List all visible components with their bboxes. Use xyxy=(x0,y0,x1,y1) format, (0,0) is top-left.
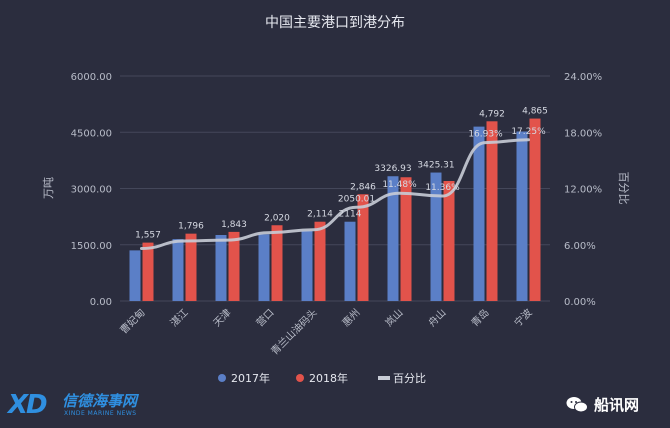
bar-2018 xyxy=(443,181,455,301)
bar-2018 xyxy=(357,194,369,301)
wechat-name: 船讯网 xyxy=(594,396,640,414)
logo-mark: XD xyxy=(8,390,48,420)
bar-2017 xyxy=(516,131,528,301)
data-label: 4,865 xyxy=(522,107,548,117)
bar-2017 xyxy=(473,126,485,301)
bar-2018 xyxy=(185,233,197,301)
y2-tick-label: 0.00% xyxy=(564,297,596,308)
line-label: 2050.01 xyxy=(338,194,375,204)
bar-2018 xyxy=(486,121,498,301)
data-label: 2,020 xyxy=(264,213,290,223)
data-label: 3425.31 xyxy=(417,161,454,171)
data-label: 2,114 xyxy=(307,210,333,220)
bar-2018 xyxy=(228,231,240,301)
y2-tick-label: 6.00% xyxy=(564,241,596,252)
legend-swatch xyxy=(296,374,304,382)
y-axis-label: 万吨 xyxy=(42,177,55,199)
wechat-icon xyxy=(566,397,588,413)
watermark-logo: XD 信德海事网 XINDE MARINE NEWS xyxy=(8,388,178,424)
bar-2017 xyxy=(301,230,313,301)
bar-2017 xyxy=(344,221,356,301)
data-label: 1,843 xyxy=(221,220,247,230)
bar-2017 xyxy=(129,250,141,301)
data-label: 2114 xyxy=(339,210,362,220)
y-tick-label: 0.00 xyxy=(90,297,112,308)
wechat-badge: 船讯网 xyxy=(566,392,666,420)
line-label: 16.93% xyxy=(468,130,503,140)
y2-tick-label: 18.00% xyxy=(564,128,602,139)
bar-2017 xyxy=(258,234,270,301)
logo-en: XINDE MARINE NEWS xyxy=(64,410,137,417)
data-label: 1,557 xyxy=(135,231,161,241)
x-tick-label: 湛江 xyxy=(168,307,191,330)
y2-tick-label: 12.00% xyxy=(564,185,602,196)
y-tick-label: 1500.00 xyxy=(71,241,112,252)
x-tick-label: 天津 xyxy=(211,307,234,330)
x-tick-label: 青兰山油码头 xyxy=(268,306,320,358)
line-label: 11.48% xyxy=(382,180,417,190)
logo-cn: 信德海事网 xyxy=(62,392,138,410)
x-tick-label: 营口 xyxy=(253,306,276,329)
x-tick-label: 岚山 xyxy=(383,307,406,330)
bar-2017 xyxy=(215,235,227,301)
percent-line xyxy=(140,138,530,250)
bar-2018 xyxy=(529,118,541,301)
line-label: 17.25% xyxy=(511,127,546,137)
y-tick-label: 6000.00 xyxy=(71,72,112,83)
legend-label: 2017年 xyxy=(231,371,270,385)
x-tick-label: 惠州 xyxy=(339,306,362,329)
bar-2018 xyxy=(142,242,154,301)
x-tick-label: 曹妃甸 xyxy=(117,306,147,336)
x-tick-label: 宁波 xyxy=(511,306,534,329)
data-label: 4,792 xyxy=(479,109,505,119)
y-tick-label: 4500.00 xyxy=(71,128,112,139)
legend-label: 百分比 xyxy=(393,372,426,385)
data-label: 2,846 xyxy=(350,182,376,192)
legend-swatch xyxy=(218,374,226,382)
legend-swatch xyxy=(378,376,390,380)
bar-2018 xyxy=(314,221,326,301)
bar-2018 xyxy=(271,225,283,301)
data-label: 1,796 xyxy=(178,222,204,232)
y2-tick-label: 24.00% xyxy=(564,72,602,83)
legend-label: 2018年 xyxy=(309,371,348,385)
y2-axis-label: 百分比 xyxy=(617,172,630,205)
bar-2017 xyxy=(430,172,442,301)
x-tick-label: 舟山 xyxy=(425,306,448,329)
line-label: 11.36% xyxy=(425,183,460,193)
bar-2017 xyxy=(387,176,399,301)
x-tick-label: 青岛 xyxy=(468,306,491,329)
chart-title: 中国主要港口到港分布 xyxy=(265,15,405,31)
y-tick-label: 3000.00 xyxy=(71,185,112,196)
data-label: 3326.93 xyxy=(374,164,411,174)
bar-2018 xyxy=(400,177,412,301)
bar-2017 xyxy=(172,239,184,301)
